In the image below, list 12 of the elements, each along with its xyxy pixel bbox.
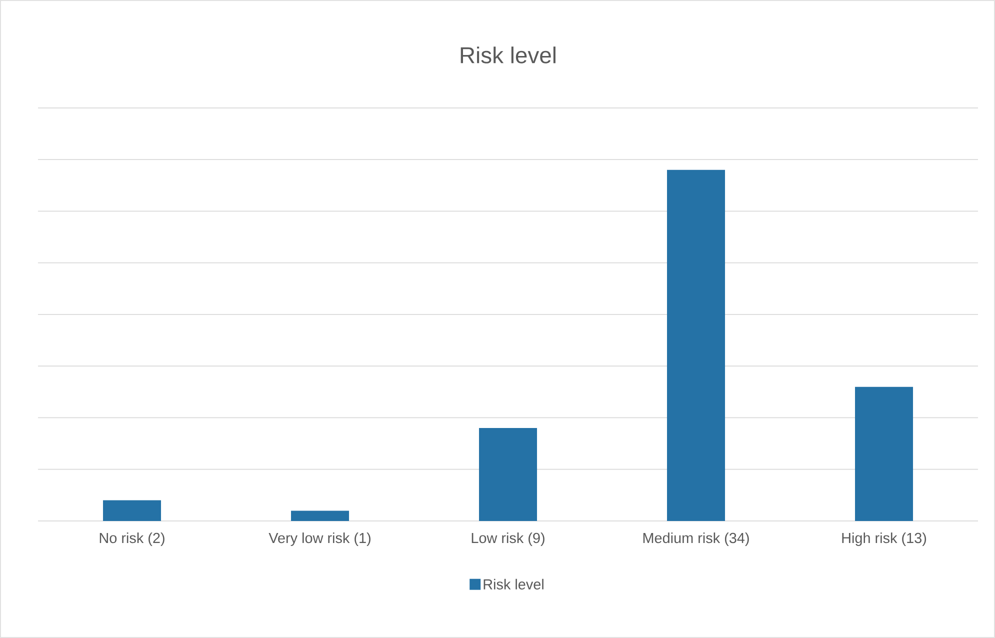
bar: [667, 170, 726, 521]
x-tick-label: High risk (13): [842, 532, 926, 546]
x-tick-label: Medium risk (34): [643, 532, 749, 546]
x-tick-label: Low risk (9): [472, 532, 544, 546]
bar: [291, 510, 350, 521]
chart-title: Risk level: [460, 46, 556, 64]
bar: [103, 500, 162, 521]
bar: [855, 386, 914, 521]
x-tick-label: Very low risk (1): [268, 532, 370, 546]
x-tick-label: No risk (2): [100, 532, 164, 546]
legend-label: Risk level: [484, 578, 544, 590]
bar: [479, 428, 538, 521]
